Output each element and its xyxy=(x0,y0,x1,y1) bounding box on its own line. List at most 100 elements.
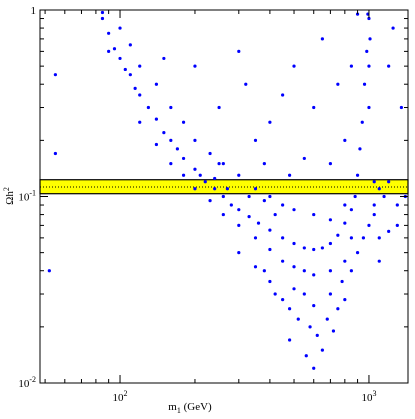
point xyxy=(343,298,347,302)
point xyxy=(312,273,316,277)
point xyxy=(262,162,266,166)
point xyxy=(281,298,285,302)
point xyxy=(237,223,241,227)
point xyxy=(336,307,340,311)
point xyxy=(107,31,111,35)
point xyxy=(361,236,366,240)
point xyxy=(367,16,371,21)
point xyxy=(225,187,230,191)
point xyxy=(288,173,292,177)
point xyxy=(229,203,233,207)
point xyxy=(138,93,142,97)
point xyxy=(281,203,285,207)
point xyxy=(312,304,316,308)
point xyxy=(292,208,296,212)
x-label-main: m xyxy=(168,401,177,413)
point xyxy=(372,212,376,217)
point xyxy=(208,151,212,156)
point xyxy=(123,67,127,72)
point xyxy=(268,247,272,252)
point xyxy=(328,218,332,222)
point xyxy=(237,173,241,177)
point xyxy=(217,105,221,110)
y-label-main: Ωh xyxy=(4,191,16,205)
point xyxy=(281,259,285,263)
point xyxy=(328,162,332,166)
point xyxy=(312,247,316,252)
point xyxy=(217,162,221,166)
point xyxy=(237,251,241,255)
point xyxy=(328,269,332,273)
point xyxy=(304,354,308,358)
point xyxy=(349,208,353,212)
point xyxy=(118,56,122,61)
point xyxy=(53,73,57,77)
point xyxy=(395,203,399,207)
point xyxy=(353,194,357,199)
point xyxy=(169,105,173,110)
point xyxy=(128,73,132,77)
point xyxy=(118,26,122,30)
point xyxy=(47,269,51,273)
point xyxy=(355,12,360,16)
point xyxy=(395,223,399,227)
point xyxy=(169,162,173,166)
point xyxy=(302,246,306,250)
point xyxy=(336,82,340,86)
point xyxy=(336,233,340,237)
point xyxy=(213,187,217,191)
point xyxy=(312,212,316,217)
point xyxy=(302,292,306,296)
point xyxy=(181,156,186,161)
point xyxy=(320,246,324,250)
point xyxy=(198,173,202,177)
tick-base: 10 xyxy=(113,392,125,404)
point xyxy=(387,64,391,68)
point xyxy=(360,120,364,124)
point xyxy=(320,37,324,41)
point xyxy=(349,236,353,240)
tick-exponent: 3 xyxy=(372,389,376,398)
point xyxy=(213,176,217,181)
y-label-sup: 2 xyxy=(2,187,11,191)
point xyxy=(331,329,336,333)
point xyxy=(349,269,353,273)
point xyxy=(256,221,261,225)
point xyxy=(343,203,347,207)
point xyxy=(193,64,197,68)
point xyxy=(296,317,300,321)
point xyxy=(244,82,248,86)
tick-base: 10 xyxy=(18,192,30,204)
point xyxy=(112,47,117,51)
point xyxy=(292,287,296,291)
point xyxy=(175,147,179,151)
point xyxy=(162,56,166,61)
x-axis-label: m1 (GeV) xyxy=(168,401,212,415)
point xyxy=(340,279,344,284)
tick-exponent: 2 xyxy=(124,389,128,398)
y-axis-label: Ωh2 xyxy=(2,187,16,205)
point xyxy=(377,187,381,191)
point xyxy=(208,199,212,203)
point xyxy=(325,317,329,321)
point xyxy=(253,236,258,240)
point xyxy=(343,138,347,142)
point xyxy=(193,167,197,171)
point xyxy=(221,162,225,166)
point xyxy=(367,223,371,227)
point xyxy=(268,194,272,199)
x-label-sub: 1 xyxy=(177,406,181,415)
point xyxy=(387,180,391,184)
point xyxy=(247,215,251,219)
point xyxy=(181,120,186,124)
point xyxy=(154,117,159,121)
x-label-rest: (GeV) xyxy=(181,401,212,413)
tick-base: 10 xyxy=(361,392,373,404)
point xyxy=(262,199,266,203)
point xyxy=(221,212,225,217)
point xyxy=(237,49,241,53)
tick-exponent: -2 xyxy=(29,375,36,384)
point xyxy=(253,138,258,142)
point xyxy=(358,147,362,151)
